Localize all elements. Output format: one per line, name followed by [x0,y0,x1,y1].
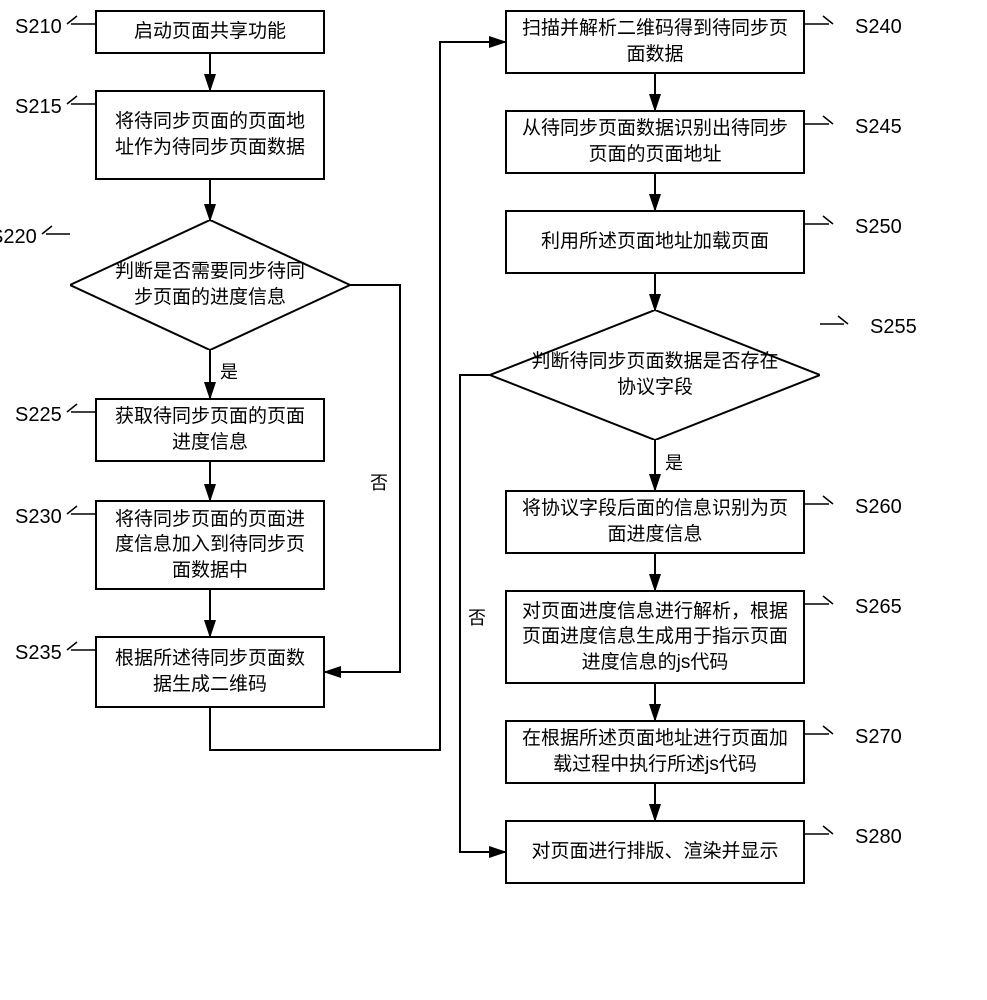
flow-node-n250: 利用所述页面地址加载页面 [505,210,805,274]
flow-node-n215: 将待同步页面的页面地址作为待同步页面数据 [95,90,325,180]
node-text: 启动页面共享功能 [134,19,286,45]
flow-node-n260: 将协议字段后面的信息识别为页面进度信息 [505,490,805,554]
step-label-n235: S235 [15,642,62,665]
node-text: 判断待同步页面数据是否存在协议字段 [530,349,780,400]
flow-node-n235: 根据所述待同步页面数据生成二维码 [95,636,325,708]
node-text: 将协议字段后面的信息识别为页面进度信息 [517,496,793,547]
node-text: 获取待同步页面的页面进度信息 [107,404,313,455]
node-text: 判断是否需要同步待同步页面的进度信息 [110,259,310,310]
flow-node-n245: 从待同步页面数据识别出待同步页面的页面地址 [505,110,805,174]
node-text: 从待同步页面数据识别出待同步页面的页面地址 [517,116,793,167]
flow-diamond-n255: 判断待同步页面数据是否存在协议字段 [490,310,820,440]
edge-label-no-255: 否 [468,604,486,630]
edge-label-no-220: 否 [370,469,388,495]
flow-node-n265: 对页面进度信息进行解析，根据页面进度信息生成用于指示页面进度信息的js代码 [505,590,805,684]
node-text: 对页面进度信息进行解析，根据页面进度信息生成用于指示页面进度信息的js代码 [517,599,793,676]
step-label-n245: S245 [855,116,902,139]
step-label-n220: S220 [0,226,37,249]
flow-node-n210: 启动页面共享功能 [95,10,325,54]
step-label-n250: S250 [855,216,902,239]
step-label-n215: S215 [15,96,62,119]
step-label-n230: S230 [15,506,62,529]
step-label-n210: S210 [15,16,62,39]
step-label-n260: S260 [855,496,902,519]
node-text: 将待同步页面的页面地址作为待同步页面数据 [107,109,313,160]
step-label-n270: S270 [855,726,902,749]
edge-label: 是 [220,358,238,384]
edge-label: 是 [665,449,683,475]
step-label-n255: S255 [870,316,917,339]
node-text: 将待同步页面的页面进度信息加入到待同步页面数据中 [107,507,313,584]
step-label-n225: S225 [15,404,62,427]
node-text: 扫描并解析二维码得到待同步页面数据 [517,16,793,67]
flow-diamond-n220: 判断是否需要同步待同步页面的进度信息 [70,220,350,350]
flow-node-n280: 对页面进行排版、渲染并显示 [505,820,805,884]
node-text: 根据所述待同步页面数据生成二维码 [107,646,313,697]
flow-node-n230: 将待同步页面的页面进度信息加入到待同步页面数据中 [95,500,325,590]
step-label-n240: S240 [855,16,902,39]
step-label-n265: S265 [855,596,902,619]
node-text: 在根据所述页面地址进行页面加载过程中执行所述js代码 [517,726,793,777]
flow-node-n225: 获取待同步页面的页面进度信息 [95,398,325,462]
flow-node-n270: 在根据所述页面地址进行页面加载过程中执行所述js代码 [505,720,805,784]
flow-node-n240: 扫描并解析二维码得到待同步页面数据 [505,10,805,74]
step-label-n280: S280 [855,826,902,849]
node-text: 利用所述页面地址加载页面 [541,229,769,255]
node-text: 对页面进行排版、渲染并显示 [531,839,778,865]
